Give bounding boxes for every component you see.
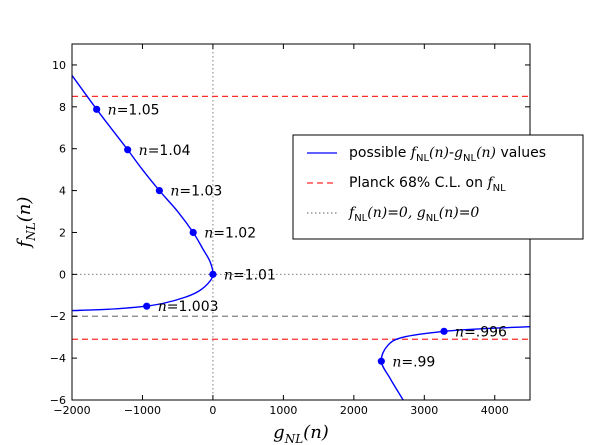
x-tick-label: 1000 bbox=[269, 404, 297, 417]
y-tick-label: −4 bbox=[50, 352, 66, 365]
axis-labels: gNL(n) fNL(n) bbox=[14, 197, 329, 445]
x-tick-label: 2000 bbox=[340, 404, 368, 417]
point-label-5: n=1.003 bbox=[158, 299, 219, 315]
legend: possible fNL(n)-gNL(n) values Planck 68% … bbox=[292, 134, 584, 240]
data-point-1 bbox=[124, 146, 132, 154]
point-label-0: n=1.05 bbox=[108, 102, 160, 118]
x-tick-label: 3000 bbox=[410, 404, 438, 417]
data-point-0 bbox=[93, 105, 101, 113]
x-tick-label: −1000 bbox=[124, 404, 161, 417]
point-label-6: n=.996 bbox=[455, 324, 507, 340]
data-point-5 bbox=[143, 302, 151, 310]
legend-label-2: fNL(n)=0, gNL(n)=0 bbox=[348, 205, 479, 224]
legend-box bbox=[292, 134, 584, 240]
y-tick-label: −2 bbox=[50, 310, 66, 323]
point-label-2: n=1.03 bbox=[170, 184, 222, 200]
point-label-1: n=1.04 bbox=[139, 143, 191, 159]
curve-branch-1 bbox=[380, 326, 530, 400]
data-point-2 bbox=[155, 186, 163, 195]
y-tick-label: 6 bbox=[59, 143, 66, 156]
x-tick-label: −2000 bbox=[53, 404, 90, 417]
y-tick-label: 2 bbox=[59, 226, 66, 239]
plot-content bbox=[72, 44, 530, 400]
y-tick-label: 4 bbox=[59, 185, 66, 198]
point-label-7: n=.99 bbox=[392, 354, 435, 370]
data-point-6 bbox=[440, 327, 448, 335]
y-tick-label: 10 bbox=[52, 59, 66, 72]
data-point-7 bbox=[377, 357, 385, 365]
y-axis-label: fNL(n) bbox=[14, 197, 38, 250]
x-tick-label: 4000 bbox=[481, 404, 509, 417]
y-tick-label: 8 bbox=[59, 101, 66, 114]
y-tick-label: −6 bbox=[50, 394, 66, 407]
data-point-3 bbox=[189, 228, 197, 237]
legend-label-0: possible fNL(n)-gNL(n) values bbox=[349, 145, 546, 164]
y-tick-label: 0 bbox=[59, 268, 66, 281]
point-label-3: n=1.02 bbox=[204, 225, 256, 241]
point-label-4: n=1.01 bbox=[224, 267, 276, 283]
legend-label-1: Planck 68% C.L. on fNL​ bbox=[349, 175, 506, 194]
x-axis-label: gNL(n) bbox=[273, 422, 329, 445]
plot-area: n=1.05 n=1.04 n=1.03 n=1.02 n=1.01 n=1.003 n=.… bbox=[50, 43, 531, 417]
data-point-4 bbox=[209, 270, 217, 278]
x-tick-label: 0 bbox=[209, 404, 216, 417]
